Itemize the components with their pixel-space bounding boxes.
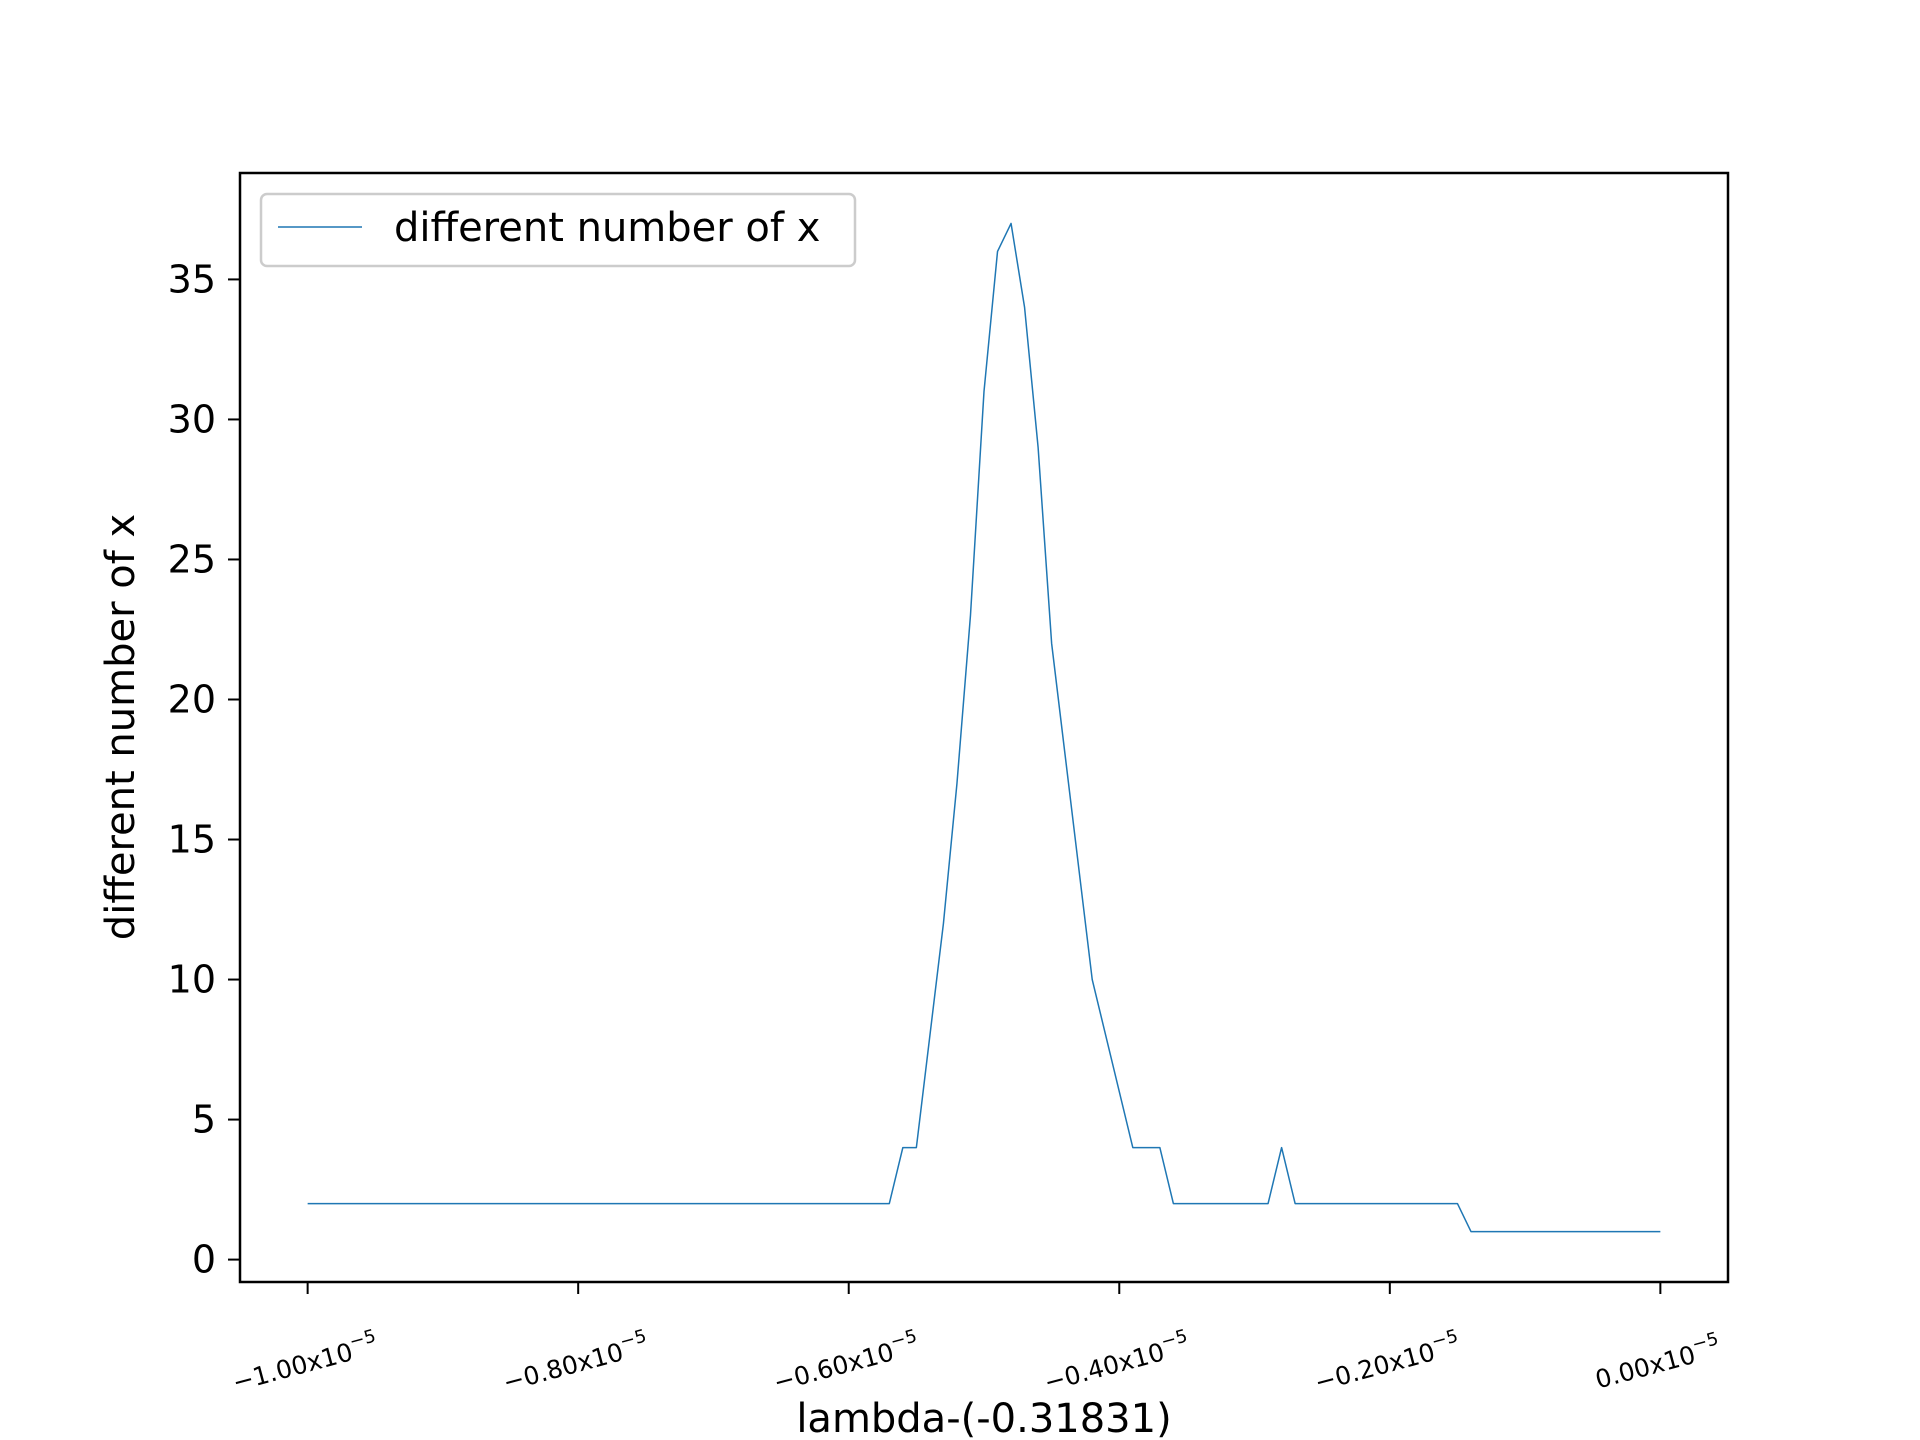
- y-axis: 0 5 10 15 20 25 30 35: [168, 257, 240, 1282]
- legend-box: [259, 192, 857, 268]
- y-tick-label: 0: [192, 1238, 216, 1282]
- y-tick-label: 25: [168, 537, 216, 581]
- y-axis-title: different number of x: [98, 514, 144, 940]
- plot-area: [307, 222, 1661, 1233]
- y-tick-label: 20: [168, 677, 216, 721]
- y-tick-label: 30: [168, 397, 216, 441]
- y-tick-label: 5: [192, 1098, 216, 1142]
- y-tick-label: 35: [168, 257, 216, 301]
- y-tick-label: 10: [168, 958, 216, 1002]
- legend: different number of x: [259, 192, 857, 268]
- legend-label: different number of x: [394, 205, 820, 251]
- series-line: [307, 222, 1661, 1233]
- y-tick-label: 15: [168, 818, 216, 862]
- x-axis-title: lambda-(-0.31831): [796, 1396, 1171, 1440]
- axes-frame: [238, 171, 1730, 1284]
